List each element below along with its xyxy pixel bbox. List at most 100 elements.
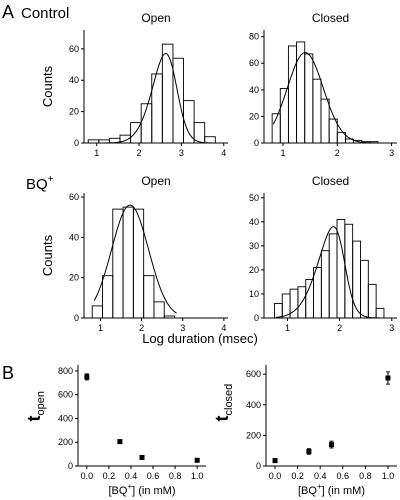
chart-b_closed-x-tick-label: 0.4 bbox=[314, 471, 327, 481]
chart-control_open-y-tick-label: 0 bbox=[74, 138, 79, 148]
chart-b_closed-x-axis-label-main: [BQ bbox=[298, 485, 317, 497]
chart-bq_open-x-tick-label: 2 bbox=[139, 323, 144, 333]
chart-b_open-x-axis-label: [BQ+] (in mM) bbox=[108, 482, 175, 497]
chart-bq_closed-y-tick-label: 50 bbox=[249, 193, 259, 203]
chart-bq_closed-bin-10 bbox=[352, 240, 361, 319]
chart-control_open-x-tick-label: 1 bbox=[94, 148, 99, 158]
chart-bq_closed-bin-13 bbox=[375, 307, 385, 319]
chart-bq_open-x-tick-label: 4 bbox=[221, 323, 226, 333]
chart-b_closed-point-3 bbox=[385, 375, 391, 381]
chart-bq_closed-y-tick-label: 40 bbox=[249, 217, 259, 227]
chart-control_closed-y-tick-label: 40 bbox=[249, 85, 259, 95]
chart-b_closed-y-tick-label: 600 bbox=[246, 369, 261, 379]
chart-b_open-x-tick-label: 0.0 bbox=[81, 471, 94, 481]
chart-control_open-y-tick-label: 60 bbox=[69, 44, 79, 54]
chart-control_closed-bin-2 bbox=[287, 45, 298, 144]
chart-control_closed-bin-5 bbox=[312, 78, 322, 144]
chart-control_closed-y-tick-label: 20 bbox=[249, 111, 259, 121]
chart-b_open-point-0 bbox=[84, 374, 90, 380]
chart-bq_closed-title: Closed bbox=[312, 174, 349, 188]
chart-b_open: 0.0 0.2 0.4 0.6 0.8 1.0 0 200 400 600 800 topen [BQ+… bbox=[24, 365, 206, 497]
chart-b_open-x-tick-label: 0.2 bbox=[103, 471, 116, 481]
chart-bq_closed-bin-5 bbox=[313, 267, 322, 319]
row-label-bq-sup: + bbox=[48, 174, 54, 185]
chart-control_open-bin-11 bbox=[204, 136, 216, 144]
chart-bq_open-y-tick-label: 20 bbox=[69, 273, 79, 283]
chart-b_open-y-tick-label: 400 bbox=[58, 413, 73, 423]
chart-control_open-title: Open bbox=[141, 11, 170, 25]
chart-b_open-y-tick-label: 600 bbox=[58, 390, 73, 400]
chart-b_open-point-2 bbox=[139, 454, 145, 460]
chart-bq_open-bin-4 bbox=[132, 208, 145, 319]
chart-b_closed-x-tick-label: 0.8 bbox=[359, 471, 372, 481]
chart-b_closed-y-axis-label: tclosed bbox=[212, 384, 235, 422]
chart-control_open-y-axis-label: Counts bbox=[40, 65, 55, 107]
chart-bq_closed-y-tick-label: 20 bbox=[249, 265, 259, 275]
chart-control_open-x-tick-label: 3 bbox=[179, 148, 184, 158]
chart-b_open-y-axis-label: topen bbox=[24, 391, 47, 421]
chart-bq_closed-bin-7 bbox=[328, 233, 338, 319]
chart-control_closed-title: Closed bbox=[312, 11, 349, 25]
chart-bq_closed-bin-12 bbox=[367, 283, 377, 319]
chart-control_closed-bin-6 bbox=[320, 98, 330, 144]
panel-a-label: A bbox=[2, 2, 14, 22]
chart-bq_closed-y-tick-label: 0 bbox=[254, 313, 259, 323]
chart-bq_closed-bin-2 bbox=[289, 288, 299, 319]
chart-bq_open-bin-7 bbox=[163, 315, 175, 319]
chart-bq_closed-x-tick-label: 2 bbox=[337, 323, 342, 333]
chart-b_closed-x-tick-label: 0.0 bbox=[269, 471, 282, 481]
chart-b_open-point-3 bbox=[194, 457, 200, 463]
chart-b_open-y-axis-label-sub: open bbox=[35, 391, 47, 415]
chart-b_open-x-axis-label-sup: + bbox=[127, 482, 132, 491]
chart-bq_closed-bin-6 bbox=[320, 250, 330, 319]
chart-bq_open-y-tick-label: 40 bbox=[69, 232, 79, 242]
chart-bq_open-fit-curve bbox=[93, 204, 177, 314]
chart-b_open-y-tick-label: 200 bbox=[58, 437, 73, 447]
chart-b_closed-x-tick-label: 0.2 bbox=[291, 471, 304, 481]
chart-bq_closed-x-tick-label: 1 bbox=[285, 323, 290, 333]
chart-control_closed-fit-curve bbox=[272, 52, 392, 144]
chart-b_closed-y-tick-label: 400 bbox=[246, 400, 261, 410]
chart-b_closed-x-axis-label-sup: + bbox=[317, 482, 322, 491]
chart-b_open-point-1 bbox=[117, 439, 123, 445]
chart-bq_open-bin-1 bbox=[102, 275, 114, 319]
chart-control_open-y-tick-label: 20 bbox=[69, 107, 79, 117]
chart-bq_open-x-tick-label: 3 bbox=[180, 323, 185, 333]
chart-b_closed-point-0 bbox=[272, 458, 278, 464]
chart-b_open-x-tick-label: 0.6 bbox=[147, 471, 160, 481]
chart-b_open-x-tick-label: 0.8 bbox=[169, 471, 182, 481]
row-label-bq-text: BQ bbox=[26, 176, 48, 193]
chart-control_closed-bin-3 bbox=[296, 41, 306, 144]
chart-control_open-x-tick-label: 2 bbox=[137, 148, 142, 158]
chart-b_closed-x-tick-label: 1.0 bbox=[382, 471, 395, 481]
chart-b_open-x-axis-label-tail: ] (in mM) bbox=[132, 485, 175, 497]
chart-b_closed-x-axis-label-tail: ] (in mM) bbox=[322, 485, 365, 497]
chart-bq_closed-bin-4 bbox=[305, 279, 314, 319]
chart-control_closed-x-tick-label: 3 bbox=[389, 148, 394, 158]
chart-b_closed-y-axis-label-sub: closed bbox=[223, 384, 235, 416]
chart-control_open-bin-7 bbox=[161, 43, 174, 144]
chart-b_closed-y-tick-label: 0 bbox=[256, 461, 261, 471]
chart-b_closed-y-axis-label-main: t bbox=[212, 416, 232, 422]
chart-bq_closed-y-tick-label: 10 bbox=[249, 289, 259, 299]
chart-b_open-y-tick-label: 800 bbox=[58, 366, 73, 376]
chart-control_closed-bin-7 bbox=[328, 118, 338, 144]
chart-bq_open-y-axis-label: Counts bbox=[40, 234, 55, 276]
row-label-bq: BQ+ bbox=[26, 174, 54, 193]
chart-control_closed-x-tick-label: 2 bbox=[335, 148, 340, 158]
chart-bq_closed-fit-curve bbox=[275, 226, 384, 319]
chart-b_closed-point-2 bbox=[329, 442, 334, 448]
chart-bq_closed-y-tick-label: 30 bbox=[249, 241, 259, 251]
chart-b_closed-point-1 bbox=[306, 448, 312, 454]
chart-control_closed-bin-4 bbox=[304, 53, 314, 144]
chart-control_open-x-tick-label: 4 bbox=[221, 148, 226, 158]
chart-control_open-fit-curve bbox=[88, 52, 222, 144]
chart-bq_open-title: Open bbox=[141, 174, 170, 188]
chart-control_closed-x-tick-label: 1 bbox=[280, 148, 285, 158]
chart-b_open-y-tick-label: 0 bbox=[68, 461, 73, 471]
chart-b_closed-x-axis-label: [BQ+] (in mM) bbox=[298, 482, 365, 497]
chart-control_open-bin-8 bbox=[172, 57, 184, 144]
panel-b-label: B bbox=[2, 363, 14, 383]
